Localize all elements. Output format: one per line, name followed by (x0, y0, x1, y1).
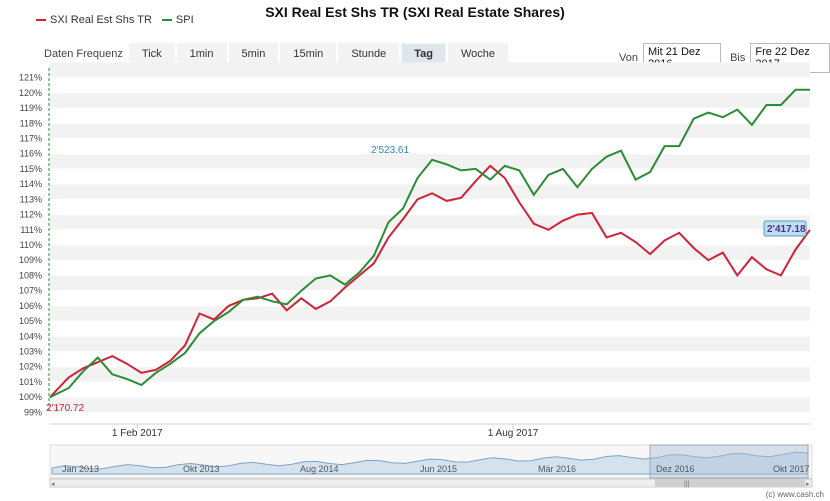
y-tick-label: 100% (19, 392, 42, 402)
y-tick-label: 116% (20, 149, 42, 159)
max-value-label: 2'523.61 (371, 145, 409, 156)
y-tick-label: 106% (19, 301, 42, 311)
y-tick-label: 119% (20, 103, 42, 113)
navigator-label: Okt 2013 (183, 464, 220, 474)
freq-5min-button[interactable]: 5min (228, 43, 279, 65)
grid-bands (50, 62, 810, 413)
y-tick-label: 99% (24, 407, 42, 417)
x-tick-label: 1 Feb 2017 (112, 428, 163, 439)
series-line-sxi (49, 164, 811, 398)
y-tick-label: 107% (19, 286, 42, 296)
last-value-badge: 2'417.18 (763, 220, 807, 237)
navigator-label: Jan 2013 (62, 464, 99, 474)
grid-band (50, 62, 810, 78)
start-value-label: 2'170.72 (46, 403, 84, 414)
grid-band (50, 397, 810, 413)
y-tick-label: 109% (19, 255, 42, 265)
legend: SXI Real Est Shs TR SPI (36, 14, 194, 26)
legend-swatch-sxi (36, 19, 46, 21)
grid-band (50, 245, 810, 261)
y-tick-label: 103% (19, 347, 42, 357)
y-tick-label: 112% (20, 210, 42, 220)
grid-band (50, 123, 810, 139)
y-tick-label: 115% (20, 164, 42, 174)
legend-item-spi[interactable]: SPI (161, 14, 194, 26)
legend-label-spi: SPI (175, 14, 194, 26)
y-tick-label: 101% (19, 377, 42, 387)
from-label: Von (619, 52, 638, 64)
navigator-label: Aug 2014 (300, 464, 339, 474)
navigator-scrollbar[interactable] (49, 478, 813, 488)
y-tick-label: 120% (19, 88, 42, 98)
y-tick-label: 111% (20, 225, 42, 235)
navigator-label: Mär 2016 (538, 464, 576, 474)
legend-item-sxi[interactable]: SXI Real Est Shs TR (36, 14, 152, 26)
navigator-labels: Jan 2013 Okt 2013 Aug 2014 Jun 2015 Mär 2016… (62, 464, 810, 474)
series-line-spi (49, 88, 810, 399)
x-axis: 1 Feb 2017 1 Aug 2017 (50, 423, 810, 439)
legend-swatch-spi (161, 19, 172, 21)
freq-1min-button[interactable]: 1min (176, 43, 227, 65)
freq-stunde-button[interactable]: Stunde (338, 43, 400, 65)
legend-label-sxi: SXI Real Est Shs TR (50, 14, 152, 26)
grid-band (50, 214, 810, 230)
navigator-scroll-thumb[interactable] (655, 479, 805, 487)
y-tick-label: 114% (20, 179, 42, 189)
grid-band (50, 305, 810, 322)
navigator-label: Jun 2015 (420, 464, 457, 474)
y-tick-label: 113% (20, 194, 42, 204)
x-tick-label: 1 Aug 2017 (488, 428, 539, 439)
navigator-area (51, 451, 809, 475)
y-tick-label: 121% (19, 73, 42, 83)
y-axis: 99% 100% 101% 102% 103% 104% 105% 106% 107% 108% 1… (19, 73, 42, 418)
y-tick-label: 110% (20, 240, 42, 250)
y-tick-label: 105% (19, 316, 42, 326)
navigator-label: Okt 2017 (773, 464, 810, 474)
freq-15min-button[interactable]: 15min (280, 43, 337, 65)
scroll-grip-icon: ||| (684, 481, 690, 488)
grid-band (50, 92, 810, 109)
scroll-right-icon: ▸ (806, 481, 810, 488)
to-label: Bis (730, 52, 746, 64)
grid-band (50, 184, 810, 200)
grid-band (50, 366, 810, 382)
scroll-left-icon: ◂ (51, 481, 55, 488)
grid-band (50, 275, 810, 291)
navigator-selection[interactable] (649, 444, 809, 479)
grid-band (50, 336, 810, 352)
y-tick-label: 117% (20, 133, 42, 143)
copyright-text: (c) www.cash.ch (765, 490, 824, 499)
y-tick-label: 104% (19, 331, 42, 341)
y-tick-label: 102% (19, 362, 42, 372)
navigator-label: Dez 2016 (656, 464, 695, 474)
last-value-label: 2'417.18 (767, 224, 806, 235)
navigator[interactable]: Jan 2013 Okt 2013 Aug 2014 Jun 2015 Mär 2016… (49, 444, 813, 488)
chart-title: SXI Real Est Shs TR (SXI Real Estate Sha… (265, 4, 565, 20)
y-tick-label: 108% (19, 270, 42, 280)
frequency-label: Daten Frequenz (44, 48, 123, 60)
y-tick-label: 118% (20, 118, 42, 128)
